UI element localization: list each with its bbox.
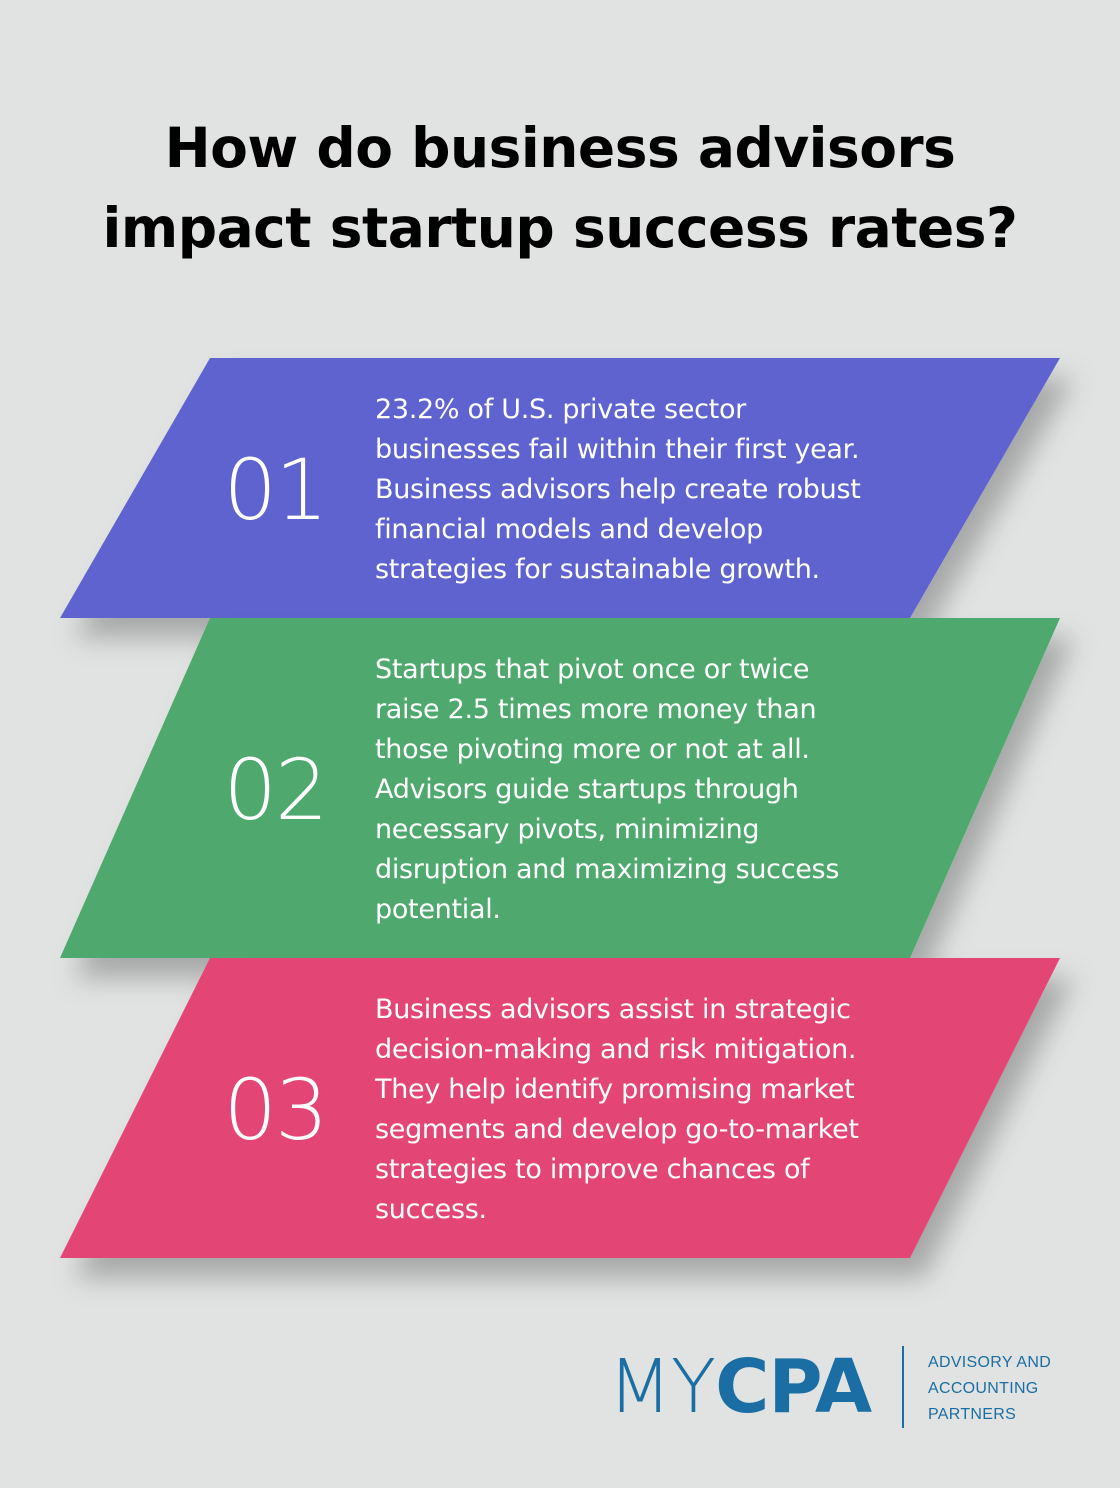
card-2-number: 02: [223, 741, 329, 839]
logo-divider: [902, 1346, 904, 1428]
card-1-shape: [60, 358, 1060, 618]
card-1-line: strategies for sustainable growth.: [375, 554, 820, 585]
page-title-line-2: impact startup success rates?: [102, 196, 1018, 260]
logo-tagline-line: PARTNERS: [928, 1406, 1017, 1423]
logo-tagline-line: ADVISORY AND: [928, 1354, 1052, 1371]
card-2-line: raise 2.5 times more money than: [375, 694, 817, 725]
logo-tagline: ADVISORY AND ACCOUNTING PARTNERS: [928, 1350, 1108, 1428]
card-1-number: 01: [223, 441, 329, 539]
card-3-line: They help identify promising market: [375, 1074, 855, 1105]
logo-wordmark-bold: CPA: [715, 1344, 872, 1430]
page-title-line-1: How do business advisors: [164, 116, 956, 180]
card-3-line: strategies to improve chances of: [375, 1154, 810, 1185]
card-3-line: segments and develop go-to-market: [375, 1114, 859, 1145]
card-2-line: disruption and maximizing success: [375, 854, 840, 885]
card-1-line: financial models and develop: [375, 514, 763, 545]
card-3-text: Business advisors assist in strategic de…: [375, 990, 915, 1230]
card-3-shape: [60, 958, 1060, 1258]
logo-tagline-line: ACCOUNTING: [928, 1380, 1039, 1397]
card-3-line: decision-making and risk mitigation.: [375, 1034, 857, 1065]
card-2-text: Startups that pivot once or twice raise …: [375, 650, 915, 930]
card-3-number: 03: [223, 1061, 329, 1159]
card-1-text: 23.2% of U.S. private sector businesses …: [375, 390, 915, 590]
logo-wordmark: MYCPA: [608, 1344, 872, 1430]
card-1-line: Business advisors help create robust: [375, 474, 861, 505]
card-2-line: necessary pivots, minimizing: [375, 814, 760, 845]
card-3-line: Business advisors assist in strategic: [375, 994, 851, 1025]
card-1-line: 23.2% of U.S. private sector: [375, 394, 746, 425]
card-2-shape: [60, 618, 1060, 958]
card-2-line: those pivoting more or not at all.: [375, 734, 810, 765]
card-3-line: success.: [375, 1194, 487, 1225]
card-2-line: Advisors guide startups through: [375, 774, 799, 805]
card-2-line: potential.: [375, 894, 501, 925]
card-2-line: Startups that pivot once or twice: [375, 654, 810, 685]
page-title: How do business advisors impact startup …: [40, 108, 1080, 268]
logo-wordmark-light: MY: [608, 1344, 716, 1430]
card-1-line: businesses fail within their first year.: [375, 434, 860, 465]
